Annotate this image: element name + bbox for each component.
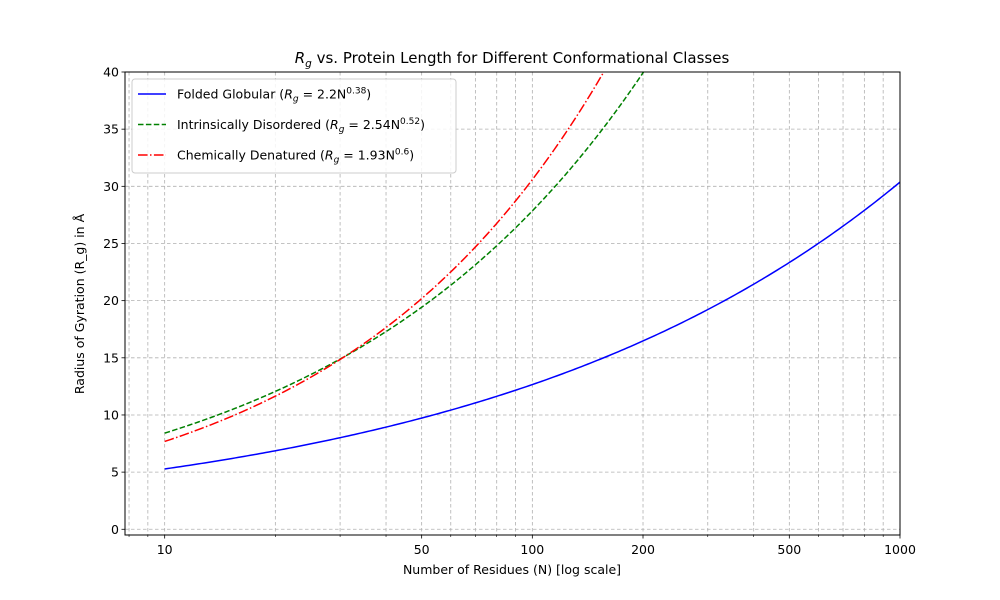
chart-title: Rg vs. Protein Length for Different Conf… xyxy=(295,49,730,70)
y-tick-label: 0 xyxy=(111,522,119,537)
plot-frame xyxy=(124,71,901,536)
x-tick-label: 500 xyxy=(777,542,801,557)
series-line-2 xyxy=(164,72,645,434)
y-tick-label: 15 xyxy=(103,350,119,365)
y-tick-label: 35 xyxy=(103,122,119,137)
series-group xyxy=(164,72,900,470)
axis-ticks: 0 5 10 15 20 25 30 35 40 10 50 100 200 500 1000 xyxy=(103,65,916,558)
series-line-1 xyxy=(164,181,900,470)
y-tick-label: 40 xyxy=(103,65,119,80)
x-axis-label: Number of Residues (N) [log scale] xyxy=(403,562,621,577)
legend: Folded Globular (Rg = 2.2N0.38) Intrinsic… xyxy=(131,78,457,174)
y-tick-label: 5 xyxy=(111,465,119,480)
y-tick-label: 30 xyxy=(103,179,119,194)
legend-label-2: Intrinsically Disordered (Rg = 2.54N0.52… xyxy=(177,117,425,135)
x-tick-label: 200 xyxy=(631,542,655,557)
y-axis-label: Radius of Gyration (R_g) in Å xyxy=(72,213,87,394)
y-tick-label: 25 xyxy=(103,236,119,251)
legend-box xyxy=(131,78,457,174)
series-line-3 xyxy=(164,72,605,443)
y-tick-label: 20 xyxy=(103,293,119,308)
y-tick-label: 10 xyxy=(103,407,119,422)
x-tick-label: 50 xyxy=(414,542,430,557)
x-tick-label: 10 xyxy=(157,542,173,557)
x-tick-label: 1000 xyxy=(884,542,916,557)
x-tick-label: 100 xyxy=(520,542,544,557)
legend-label-3: Chemically Denatured (Rg = 1.93N0.6) xyxy=(177,148,414,166)
legend-label-1: Folded Globular (Rg = 2.2N0.38) xyxy=(177,87,371,105)
